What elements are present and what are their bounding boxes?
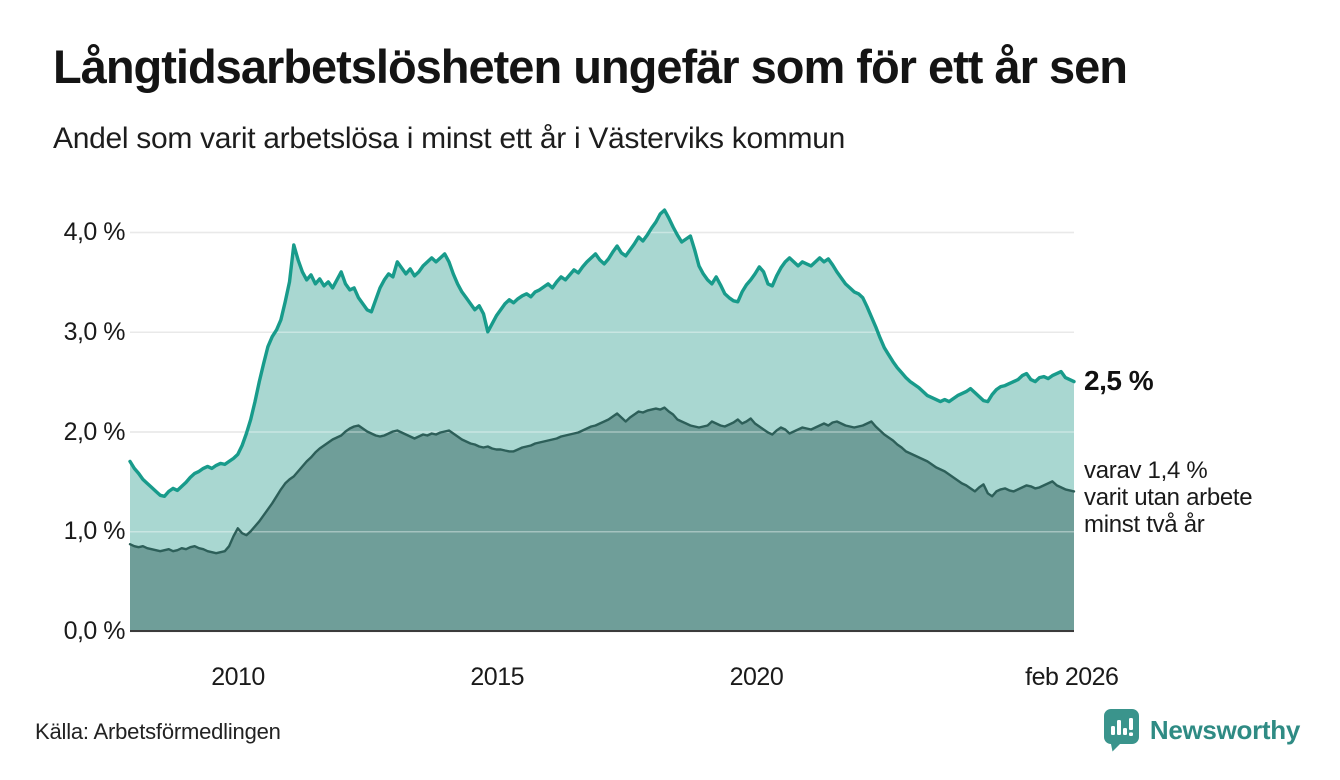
newsworthy-logo-text: Newsworthy [1149, 714, 1300, 745]
y-axis-tick-label: 0,0 % [63, 617, 126, 645]
subset-value-line: varit utan arbete [1084, 484, 1253, 512]
bar-chart-speech-bubble-icon [1103, 709, 1139, 752]
x-axis-tick-label: 2015 [470, 663, 525, 691]
subset-value-label: varav 1,4 % varit utan arbete minst två … [1084, 457, 1340, 538]
newsworthy-logo: Newsworthy [1103, 708, 1300, 752]
x-axis-tick-label: feb 2026 [1025, 663, 1119, 691]
source-caption: Källa: Arbetsförmedlingen [35, 719, 281, 744]
y-axis-tick-label: 4,0 % [63, 218, 126, 246]
y-axis-tick-label: 1,0 % [63, 517, 126, 546]
y-axis-tick-label: 3,0 % [63, 317, 126, 346]
subset-value-line: minst två år [1084, 511, 1205, 539]
latest-value-label: 2,5 % [1084, 364, 1154, 396]
x-axis-tick-label: 2020 [729, 663, 784, 691]
subset-value-line: varav 1,4 % [1084, 457, 1208, 485]
x-axis-tick-label: 2010 [211, 663, 265, 691]
chart-subtitle: Andel som varit arbetslösa i minst ett å… [53, 122, 845, 155]
page-title: Långtidsarbetslösheten ungefär som för e… [53, 40, 1128, 93]
y-axis-tick-label: 2,0 % [63, 417, 126, 446]
